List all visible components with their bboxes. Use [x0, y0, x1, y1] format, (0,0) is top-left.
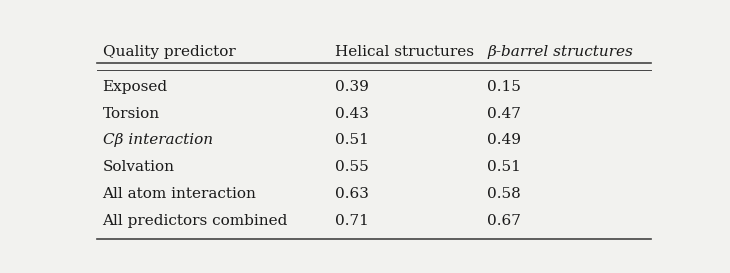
Text: Exposed: Exposed	[102, 80, 168, 94]
Text: 0.43: 0.43	[334, 107, 369, 121]
Text: Torsion: Torsion	[102, 107, 160, 121]
Text: 0.63: 0.63	[334, 187, 369, 201]
Text: 0.71: 0.71	[334, 213, 369, 227]
Text: Helical structures: Helical structures	[334, 45, 474, 59]
Text: 0.58: 0.58	[488, 187, 521, 201]
Text: 0.67: 0.67	[488, 213, 521, 227]
Text: β-barrel structures: β-barrel structures	[488, 45, 633, 59]
Text: All atom interaction: All atom interaction	[102, 187, 256, 201]
Text: Cβ interaction: Cβ interaction	[102, 133, 212, 147]
Text: 0.51: 0.51	[334, 133, 369, 147]
Text: 0.49: 0.49	[488, 133, 521, 147]
Text: 0.51: 0.51	[488, 160, 521, 174]
Text: 0.15: 0.15	[488, 80, 521, 94]
Text: Solvation: Solvation	[102, 160, 174, 174]
Text: Quality predictor: Quality predictor	[102, 45, 235, 59]
Text: All predictors combined: All predictors combined	[102, 213, 288, 227]
Text: 0.39: 0.39	[334, 80, 369, 94]
Text: 0.47: 0.47	[488, 107, 521, 121]
Text: 0.55: 0.55	[334, 160, 368, 174]
